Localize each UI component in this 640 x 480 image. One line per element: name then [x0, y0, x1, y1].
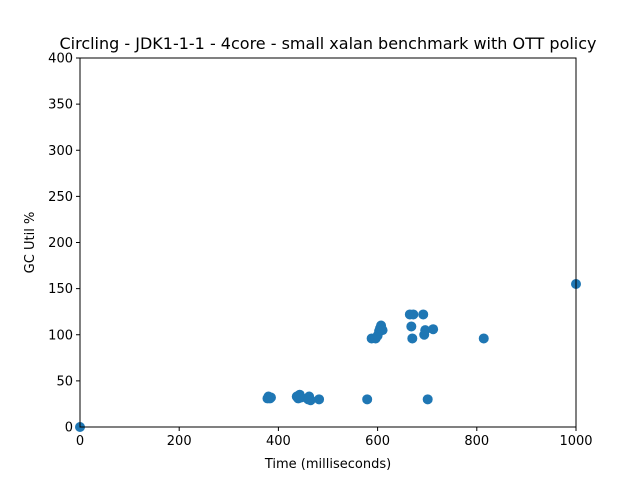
- x-tick-label: 200: [167, 434, 192, 449]
- plot-area-frame: [79, 57, 577, 428]
- data-point: [305, 395, 316, 406]
- data-points: [75, 279, 581, 432]
- y-tick-label: 350: [48, 98, 73, 113]
- data-point: [314, 394, 325, 405]
- data-point: [428, 324, 439, 335]
- y-axis-ticks: 0 50 100 150 200 250 300 350 400: [48, 52, 80, 436]
- y-tick-label: 200: [48, 236, 73, 251]
- x-tick-label: 800: [464, 434, 489, 449]
- y-axis-label: GC Util %: [23, 212, 38, 274]
- y-tick-label: 400: [48, 52, 73, 67]
- data-point: [265, 392, 276, 403]
- y-tick-label: 50: [56, 374, 73, 389]
- x-tick-label: 0: [76, 434, 84, 449]
- x-tick-label: 1000: [559, 434, 592, 449]
- data-point: [408, 309, 419, 320]
- data-point: [478, 333, 489, 344]
- y-tick-label: 250: [48, 190, 73, 205]
- data-point: [377, 325, 388, 336]
- x-axis-ticks: 0 200 400 600 800 1000: [76, 427, 593, 449]
- x-tick-label: 400: [266, 434, 291, 449]
- data-point: [362, 394, 373, 405]
- x-tick-label: 600: [365, 434, 390, 449]
- data-point: [407, 333, 418, 344]
- data-point: [418, 309, 429, 320]
- y-tick-label: 150: [48, 282, 73, 297]
- y-tick-label: 100: [48, 328, 73, 343]
- data-point: [420, 325, 431, 336]
- x-axis-label: Time (milliseconds): [264, 457, 391, 472]
- y-tick-label: 300: [48, 144, 73, 159]
- chart-title: Circling - JDK1-1-1 - 4core - small xala…: [59, 34, 596, 53]
- data-point: [422, 394, 433, 405]
- y-tick-label: 0: [65, 421, 73, 436]
- data-point: [406, 321, 417, 332]
